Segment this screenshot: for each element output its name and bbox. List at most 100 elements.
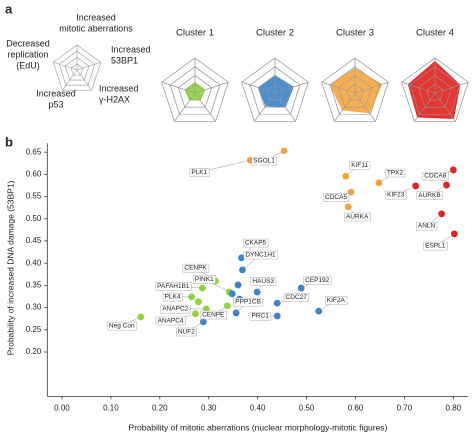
radar-axis-label: Increased — [111, 44, 151, 54]
radar-spoke — [321, 81, 356, 94]
radar-spoke — [161, 81, 196, 94]
point-label: DYNC1H1 — [245, 252, 276, 259]
point-label: PLK4 — [165, 294, 181, 301]
label-box — [423, 241, 448, 251]
x-tick-label: 0.80 — [446, 404, 462, 413]
label-box — [243, 238, 269, 248]
point-label: CDCA5 — [325, 194, 347, 201]
label-box — [233, 297, 263, 307]
radar-ring — [178, 75, 212, 108]
label-box — [344, 212, 371, 222]
point-label: ANAPC4 — [158, 318, 184, 325]
point-label: TPX2 — [387, 170, 404, 177]
label-box — [422, 171, 449, 181]
point-label: Neg Con — [109, 323, 135, 330]
radar-ring — [266, 83, 284, 101]
label-box — [385, 168, 406, 178]
label-box — [182, 263, 210, 273]
radar-ring — [186, 83, 204, 101]
x-tick-label: 0.60 — [348, 404, 364, 413]
radar-ring — [249, 66, 301, 115]
cluster-title: Cluster 4 — [416, 28, 454, 39]
radar-area — [257, 75, 294, 108]
radar-ring — [321, 57, 389, 122]
y-tick-label: 0.50 — [26, 214, 42, 223]
point-label: KIF23 — [387, 192, 405, 199]
x-tick-label: 0.30 — [201, 404, 217, 413]
panel-label: a — [5, 1, 13, 16]
radar-axis-label: Increased — [36, 88, 76, 98]
point-label: AURKA — [346, 214, 369, 221]
label-box — [176, 327, 197, 337]
radar-area — [407, 60, 461, 119]
label-box — [200, 310, 227, 320]
radar-spoke — [174, 92, 196, 122]
radar-spoke — [53, 61, 78, 71]
label-box — [155, 282, 192, 291]
radar-spoke — [76, 69, 92, 91]
x-tick-label: 0.40 — [250, 404, 266, 413]
label-box — [416, 221, 438, 231]
label-box — [323, 193, 350, 202]
point-label: PAFAH1B1 — [157, 283, 190, 290]
label-box — [251, 156, 278, 166]
point-label: PINK1 — [195, 276, 214, 283]
label-box — [325, 296, 348, 305]
radar-ring — [52, 44, 102, 91]
point — [228, 290, 236, 298]
y-tick-label: 0.65 — [26, 147, 42, 156]
y-tick-label: 0.30 — [26, 303, 42, 312]
x-tick-label: 0.00 — [54, 404, 70, 413]
point-label: PLK1 — [191, 169, 207, 176]
radar-ring — [329, 66, 381, 115]
radar-spoke — [434, 81, 469, 94]
cluster-title: Cluster 3 — [336, 28, 374, 39]
radar-ring — [241, 57, 309, 122]
label-box — [349, 161, 371, 170]
x-tick-label: 0.50 — [299, 404, 315, 413]
point-label: PRC1 — [252, 313, 270, 320]
y-axis-label: Probability of increased DNA damage (53B… — [5, 180, 15, 355]
point-label: CKAP5 — [245, 240, 267, 247]
radar-axis-label: (EdU) — [16, 60, 40, 70]
label-box — [385, 190, 407, 200]
point-label: AURKB — [418, 192, 440, 199]
point-label: HAUS3 — [252, 278, 274, 285]
radar-ring — [338, 75, 372, 108]
radar-ring — [346, 83, 364, 101]
point — [188, 293, 196, 301]
label-box — [155, 316, 186, 326]
radar-axis-label: Increased — [76, 12, 116, 22]
radar-axis-label: mitotic aberrations — [59, 23, 133, 33]
point-label: CENPK — [184, 265, 207, 272]
cluster-title: Cluster 1 — [176, 28, 214, 39]
radar-spoke — [241, 81, 276, 94]
radar-axis-label: p53 — [48, 99, 63, 109]
radar-spoke — [334, 92, 356, 122]
radar-axis-label: Decreased — [6, 38, 50, 48]
radar-area — [329, 68, 383, 114]
label-box — [249, 311, 272, 321]
radar-ring — [169, 66, 221, 115]
panel-label: b — [5, 134, 13, 149]
y-tick-label: 0.20 — [26, 347, 42, 356]
point-label: SGOL1 — [253, 158, 275, 165]
radar-axis-label: replication — [7, 49, 48, 59]
cluster-title: Cluster 2 — [256, 28, 294, 39]
label-box — [243, 250, 278, 260]
label-box — [250, 277, 277, 286]
point — [195, 298, 202, 306]
point-label: PPP1CB — [235, 299, 261, 306]
point-label: KIF2A — [327, 297, 346, 304]
radar-spoke — [62, 69, 78, 91]
label-box — [283, 293, 310, 302]
radar-ring — [70, 63, 84, 76]
point-label: CENPE — [202, 312, 225, 319]
radar-ring — [258, 75, 292, 108]
point-label: NUF2 — [178, 329, 195, 336]
radar-spoke — [414, 92, 436, 122]
radar-spoke — [274, 81, 309, 94]
x-tick-label: 0.20 — [152, 404, 168, 413]
radar-spoke — [434, 92, 456, 122]
